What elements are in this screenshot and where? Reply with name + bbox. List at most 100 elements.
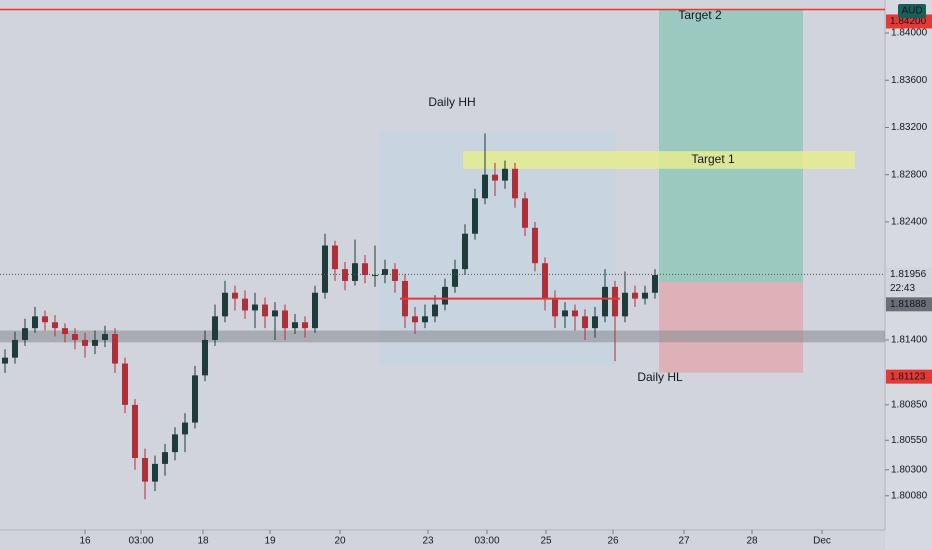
candle-body xyxy=(122,363,128,405)
currency-label: AUD xyxy=(901,6,922,17)
candle-body xyxy=(82,339,88,346)
candle-body xyxy=(342,269,348,281)
y-tick-label: 1.84000 xyxy=(891,28,928,39)
candle-body xyxy=(252,304,258,311)
candle-body xyxy=(132,404,138,458)
candle-body xyxy=(2,357,8,364)
y-tick-label: 1.80850 xyxy=(891,400,928,411)
y-tick-label: 1.82800 xyxy=(891,169,928,180)
x-tick-label: 20 xyxy=(334,536,346,547)
last-price-label: 1.81956 xyxy=(890,269,927,280)
stop-label: 1.81123 xyxy=(890,371,926,382)
candle-body xyxy=(332,245,338,270)
y-tick-label: 1.80550 xyxy=(891,435,928,446)
candle-body xyxy=(452,269,458,287)
support-band xyxy=(0,330,885,343)
candle-body xyxy=(352,263,358,281)
candle-body xyxy=(412,316,418,323)
candle-body xyxy=(482,174,488,199)
resistance-label: 1.84200 xyxy=(890,16,927,27)
candle-body xyxy=(302,322,308,329)
candle-body xyxy=(392,269,398,281)
candle-body xyxy=(472,198,478,234)
candle-body xyxy=(462,233,468,270)
candle-body xyxy=(582,316,588,329)
candle-body xyxy=(322,245,328,293)
candle-body xyxy=(562,310,568,317)
candle-body xyxy=(162,452,168,464)
entry-label-bg xyxy=(886,297,932,312)
candle-body xyxy=(12,339,18,358)
y-tick-label: 1.80080 xyxy=(891,490,928,501)
x-tick-label: 03:00 xyxy=(128,536,153,547)
x-tick-label: 27 xyxy=(678,536,690,547)
candle-body xyxy=(292,322,298,329)
y-tick-label: 1.83200 xyxy=(891,122,928,133)
x-tick-label: 28 xyxy=(746,536,758,547)
candle-body xyxy=(72,334,78,340)
target-1-label: Target 1 xyxy=(691,152,735,166)
candle-body xyxy=(42,316,48,323)
candle-body xyxy=(172,434,178,453)
candle-body xyxy=(542,263,548,299)
annotation: Daily HL xyxy=(637,370,683,384)
candle-body xyxy=(612,286,618,317)
candle-body xyxy=(102,334,108,340)
candle-body xyxy=(622,292,628,317)
y-tick-label: 1.83600 xyxy=(891,75,928,86)
x-tick-label: 25 xyxy=(540,536,552,547)
candle-body xyxy=(142,457,148,482)
target-2-label: Target 2 xyxy=(678,8,722,22)
candle-body xyxy=(532,227,538,264)
candle-body xyxy=(92,339,98,346)
candle-body xyxy=(62,328,68,335)
x-tick-label: 19 xyxy=(264,536,276,547)
candle-body xyxy=(112,334,118,364)
candle-body xyxy=(572,310,578,317)
candle-body xyxy=(192,375,198,423)
y-tick-label: 1.81400 xyxy=(891,335,928,346)
x-tick-label: 26 xyxy=(607,536,619,547)
y-tick-label: 1.80300 xyxy=(891,464,928,475)
candle-body xyxy=(422,316,428,323)
candle-body xyxy=(492,174,498,181)
candle-body xyxy=(312,292,318,329)
candle-body xyxy=(52,322,58,329)
candle-body xyxy=(442,286,448,305)
currency-bg xyxy=(898,4,926,18)
x-tick-label: Dec xyxy=(813,536,831,547)
candle-body xyxy=(632,292,638,299)
candle-body xyxy=(552,298,558,317)
last-price-label-bg xyxy=(886,267,932,282)
candle-body xyxy=(372,275,378,277)
candle-body xyxy=(362,263,368,276)
candle-body xyxy=(282,310,288,329)
candle-body xyxy=(222,292,228,317)
candle-body xyxy=(152,463,158,482)
candle-body xyxy=(22,328,28,340)
candle-body xyxy=(432,304,438,317)
candle-body xyxy=(642,292,648,299)
candle-body xyxy=(242,298,248,311)
candle-body xyxy=(602,286,608,317)
target-zone xyxy=(659,9,803,283)
entry-label: 1.81888 xyxy=(890,299,927,310)
y-tick-label: 1.82400 xyxy=(891,217,928,228)
candle-body xyxy=(652,275,658,293)
candle-body xyxy=(32,316,38,329)
x-tick-label: 16 xyxy=(79,536,91,547)
stop-label-bg xyxy=(886,369,932,384)
candle-body xyxy=(382,269,388,276)
candle-body xyxy=(262,304,268,317)
x-tick-label: 03:00 xyxy=(474,536,499,547)
candle-body xyxy=(502,168,508,181)
candle-body xyxy=(512,168,518,199)
candle-body xyxy=(272,310,278,317)
annotation: Daily HH xyxy=(428,95,475,109)
x-tick-label: 23 xyxy=(422,536,434,547)
candle-body xyxy=(522,198,528,228)
candle-body xyxy=(232,292,238,299)
target-1-zone xyxy=(463,151,855,169)
volume-profile-area xyxy=(380,131,616,365)
candle-body xyxy=(592,316,598,329)
